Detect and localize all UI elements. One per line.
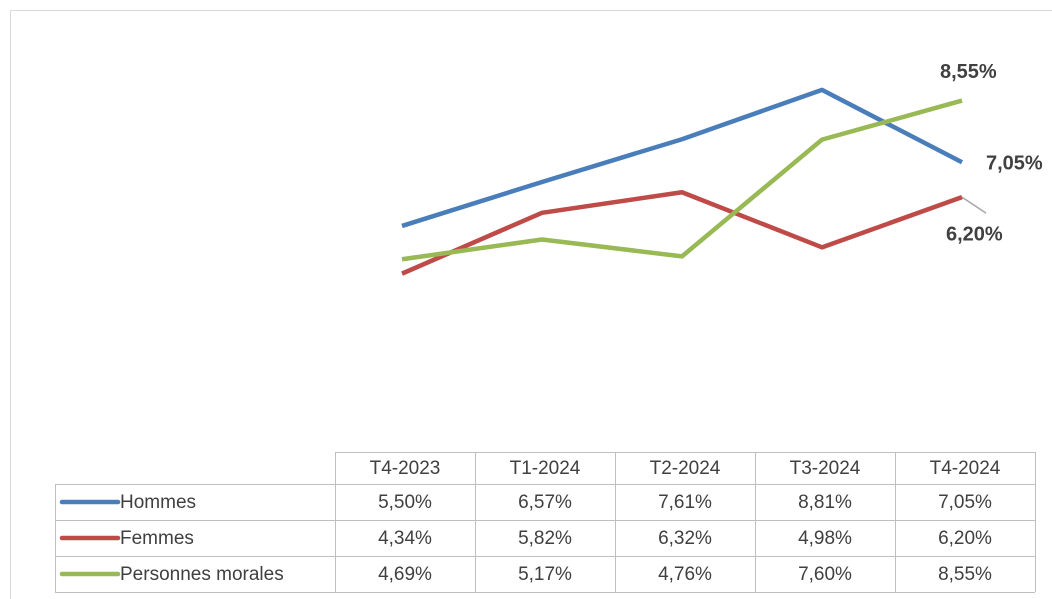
series-line [401, 98, 963, 262]
legend-label: Personnes morales [120, 564, 284, 585]
column-header: T4-2023 [370, 458, 441, 479]
table-value: 7,60% [798, 564, 852, 585]
legend-label: Femmes [120, 528, 194, 549]
table-value: 7,05% [938, 492, 992, 513]
data-label: 7,05% [986, 153, 1043, 175]
table-value: 5,50% [378, 492, 432, 513]
table-value: 4,98% [798, 528, 852, 549]
leader-line [961, 196, 987, 214]
table-value: 8,81% [798, 492, 852, 513]
table-value: 5,82% [518, 528, 572, 549]
table-value: 7,61% [658, 492, 712, 513]
column-header: T1-2024 [510, 458, 581, 479]
series-line [401, 87, 964, 229]
table-value: 4,69% [378, 564, 432, 585]
table-value: 6,57% [518, 492, 572, 513]
table-value: 6,20% [938, 528, 992, 549]
data-label: 8,55% [940, 61, 997, 83]
series-line [401, 189, 963, 276]
column-header: T3-2024 [790, 458, 861, 479]
legend-label: Hommes [120, 492, 196, 513]
data-label: 6,20% [946, 223, 1003, 245]
table-value: 8,55% [938, 564, 992, 585]
table-value: 5,17% [518, 564, 572, 585]
table-value: 6,32% [658, 528, 712, 549]
chart-frame [10, 10, 1052, 599]
table-value: 4,34% [378, 528, 432, 549]
table-value: 4,76% [658, 564, 712, 585]
column-header: T2-2024 [650, 458, 721, 479]
column-header: T4-2024 [930, 458, 1001, 479]
